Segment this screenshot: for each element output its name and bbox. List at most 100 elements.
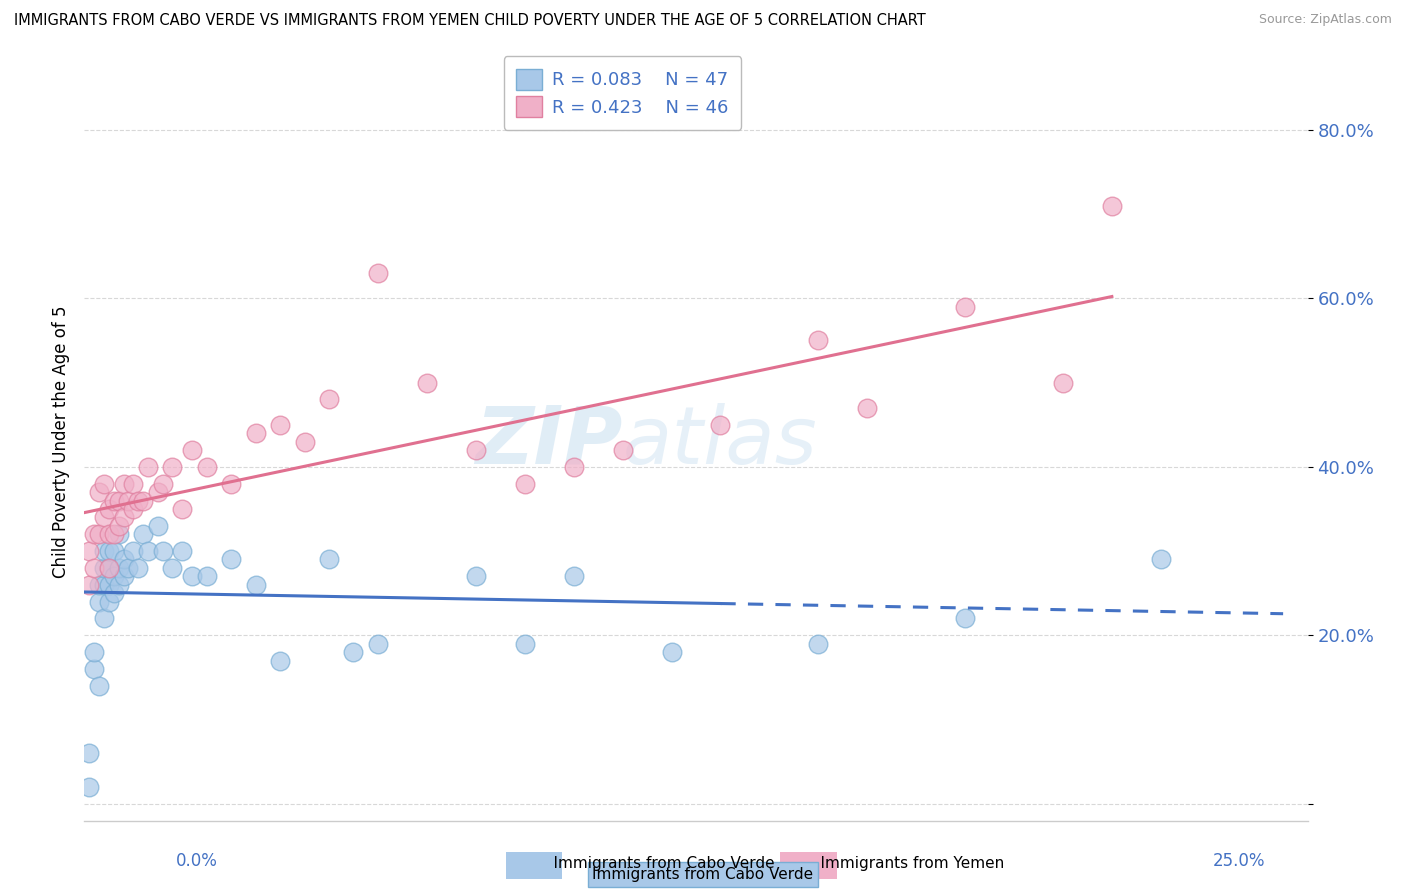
Point: [416, 376, 439, 390]
Point: [136, 544, 159, 558]
Point: [77, 780, 100, 794]
Point: [856, 401, 879, 415]
Point: [219, 476, 242, 491]
Point: [318, 392, 340, 407]
Point: [152, 544, 174, 558]
Text: 25.0%: 25.0%: [1213, 852, 1265, 870]
Text: ZIP: ZIP: [475, 402, 623, 481]
Point: [103, 527, 125, 541]
Text: Immigrants from Cabo Verde: Immigrants from Cabo Verde: [592, 867, 814, 882]
Point: [97, 502, 120, 516]
Point: [181, 569, 204, 583]
Point: [195, 569, 218, 583]
Point: [77, 746, 100, 760]
Point: [77, 578, 100, 592]
Point: [97, 561, 120, 575]
Point: [807, 334, 830, 348]
Point: [93, 544, 115, 558]
Point: [107, 518, 129, 533]
Point: [562, 569, 585, 583]
Point: [219, 552, 242, 566]
Point: [97, 578, 120, 592]
Point: [1052, 376, 1074, 390]
Point: [87, 578, 110, 592]
Point: [464, 442, 486, 457]
Point: [117, 561, 139, 575]
Point: [112, 569, 135, 583]
Point: [132, 527, 155, 541]
Point: [162, 459, 184, 474]
Point: [87, 485, 110, 500]
Point: [245, 426, 267, 441]
Point: [122, 476, 145, 491]
Point: [93, 611, 115, 625]
Legend: R = 0.083    N = 47, R = 0.423    N = 46: R = 0.083 N = 47, R = 0.423 N = 46: [503, 56, 741, 129]
Point: [464, 569, 486, 583]
Point: [103, 586, 125, 600]
Point: [245, 578, 267, 592]
Point: [172, 502, 194, 516]
Point: [146, 518, 169, 533]
Point: [93, 510, 115, 524]
Point: [367, 637, 389, 651]
Y-axis label: Child Poverty Under the Age of 5: Child Poverty Under the Age of 5: [52, 305, 70, 578]
Point: [97, 594, 120, 608]
Point: [1150, 552, 1173, 566]
Text: IMMIGRANTS FROM CABO VERDE VS IMMIGRANTS FROM YEMEN CHILD POVERTY UNDER THE AGE : IMMIGRANTS FROM CABO VERDE VS IMMIGRANTS…: [14, 13, 925, 29]
Point: [318, 552, 340, 566]
Point: [807, 637, 830, 651]
Point: [83, 662, 105, 676]
Point: [112, 476, 135, 491]
Point: [93, 578, 115, 592]
Point: [93, 476, 115, 491]
Point: [77, 544, 100, 558]
Point: [132, 493, 155, 508]
Point: [122, 544, 145, 558]
Point: [953, 611, 976, 625]
Point: [513, 637, 536, 651]
Point: [83, 645, 105, 659]
Point: [127, 493, 149, 508]
Point: [103, 569, 125, 583]
Point: [136, 459, 159, 474]
FancyBboxPatch shape: [495, 847, 574, 884]
Point: [83, 561, 105, 575]
Point: [181, 442, 204, 457]
Text: atlas: atlas: [623, 402, 817, 481]
Point: [195, 459, 218, 474]
Text: Source: ZipAtlas.com: Source: ZipAtlas.com: [1258, 13, 1392, 27]
FancyBboxPatch shape: [769, 847, 848, 884]
Point: [342, 645, 364, 659]
Point: [117, 493, 139, 508]
Point: [87, 527, 110, 541]
Point: [107, 578, 129, 592]
Point: [87, 679, 110, 693]
Point: [103, 544, 125, 558]
Point: [112, 510, 135, 524]
Point: [87, 594, 110, 608]
Text: 0.0%: 0.0%: [176, 852, 218, 870]
Point: [1101, 199, 1123, 213]
Point: [127, 561, 149, 575]
Point: [294, 434, 316, 449]
Point: [513, 476, 536, 491]
Point: [107, 561, 129, 575]
Point: [152, 476, 174, 491]
Point: [162, 561, 184, 575]
Point: [122, 502, 145, 516]
Point: [97, 527, 120, 541]
Point: [367, 266, 389, 280]
Point: [97, 544, 120, 558]
Text: Immigrants from Cabo Verde: Immigrants from Cabo Verde: [534, 856, 775, 871]
Point: [93, 561, 115, 575]
Text: Immigrants from Yemen: Immigrants from Yemen: [801, 856, 1005, 871]
Point: [146, 485, 169, 500]
Point: [107, 527, 129, 541]
Point: [661, 645, 683, 659]
Point: [97, 561, 120, 575]
Point: [269, 417, 291, 432]
Point: [107, 493, 129, 508]
Point: [83, 527, 105, 541]
Point: [172, 544, 194, 558]
Point: [112, 552, 135, 566]
